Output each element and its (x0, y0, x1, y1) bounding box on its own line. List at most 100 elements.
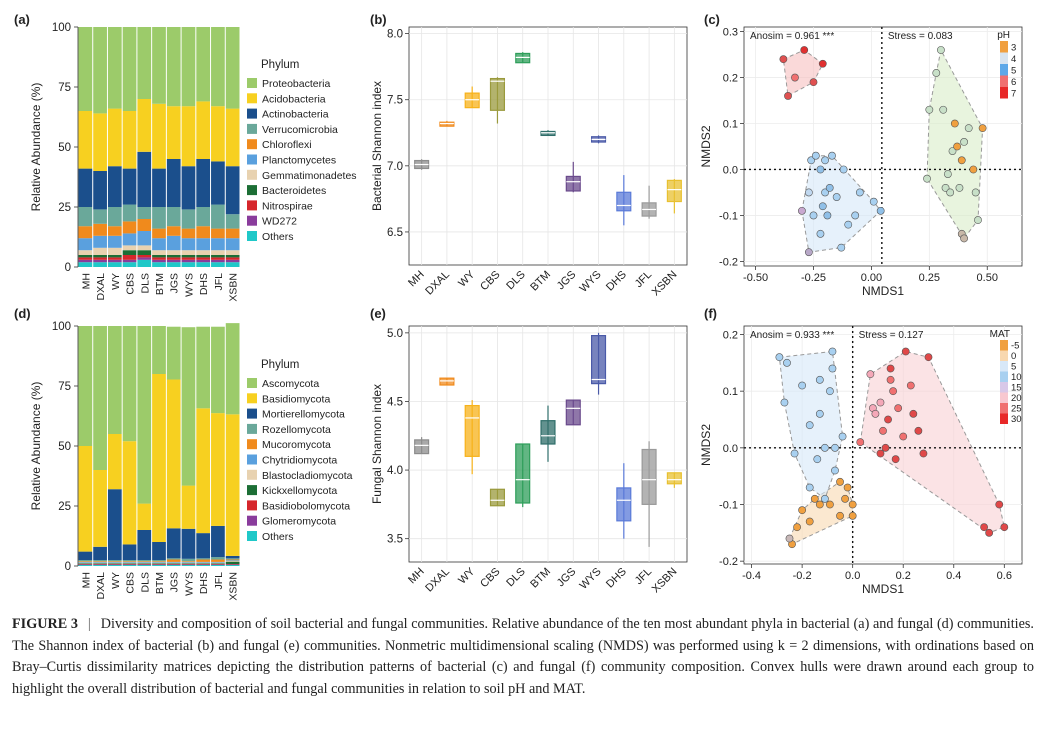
bar-segment (225, 558, 240, 560)
box (439, 377, 455, 386)
bar-segment (137, 560, 152, 562)
data-point (957, 156, 966, 165)
data-point (831, 443, 839, 452)
bar-segment (107, 27, 122, 109)
bar-segment (211, 228, 225, 239)
y-tick-label: 0.3 (723, 27, 738, 39)
legend-swatch (247, 531, 257, 541)
legend-swatch (247, 515, 257, 526)
y-axis-title: Bacterial Shannon index (370, 81, 384, 211)
legend-swatch (1000, 361, 1008, 372)
data-point (815, 409, 824, 418)
x-tick-label: MH (80, 572, 92, 588)
bar-segment (152, 259, 166, 263)
bar-segment (122, 565, 137, 566)
y-tick-label: 0.2 (723, 330, 738, 342)
series-others (78, 565, 240, 566)
y-axis-title: NMDS2 (699, 125, 713, 167)
legend-swatch (247, 169, 257, 180)
bar-segment (137, 231, 152, 246)
legend-swatch (247, 393, 257, 404)
legend-label: Mucoromycota (262, 439, 331, 451)
x-tick-label: MH (406, 566, 427, 587)
bar-segment (152, 255, 166, 258)
bar-segment (122, 168, 137, 205)
bar-segment (122, 544, 137, 560)
bar-segment (93, 223, 107, 236)
series-actinobacteria (78, 151, 240, 215)
data-point (971, 188, 980, 197)
x-tick-label: MH (406, 269, 427, 290)
data-point (815, 500, 824, 509)
bar-segment (78, 561, 93, 563)
data-point (826, 500, 834, 509)
data-point (848, 500, 857, 509)
bar-segment (93, 326, 107, 470)
data-point (866, 370, 875, 379)
data-point (804, 248, 813, 257)
bar-segment (196, 250, 211, 255)
data-point (831, 466, 839, 475)
x-tick-label: WY (110, 273, 122, 290)
data-point (950, 119, 959, 128)
bar-segment (211, 563, 225, 565)
data-point (804, 188, 813, 197)
bar-segment (78, 446, 93, 552)
bar-segment (122, 111, 137, 169)
y-tick-label: 0.1 (723, 386, 738, 398)
bar-segment (78, 255, 93, 258)
bar-segment (196, 27, 211, 102)
bar-segment (78, 226, 93, 239)
legend-label: Gemmatimonadetes (262, 170, 357, 182)
legend-label: 20 (1011, 393, 1022, 404)
box-cbs (489, 488, 506, 507)
data-point (818, 202, 827, 211)
legend-label: 15 (1011, 383, 1022, 394)
bar-segment (93, 561, 107, 562)
box-dxal (439, 120, 455, 127)
convex-hull-acidic (782, 49, 824, 97)
bar-segment (137, 207, 152, 219)
legend-swatch (247, 439, 257, 450)
bar-segment (107, 207, 122, 227)
data-point (805, 421, 814, 430)
data-point (820, 443, 829, 452)
series-chytridiomycota (78, 560, 240, 563)
data-point (825, 183, 834, 192)
legend-swatch (247, 215, 257, 226)
x-tick-label: WYS (577, 269, 603, 295)
bar-segment (166, 255, 181, 258)
data-point (798, 381, 807, 390)
legend-swatch (1000, 371, 1008, 382)
bar-segment (166, 561, 181, 563)
data-point (881, 443, 890, 452)
data-point (798, 506, 807, 515)
box (666, 179, 682, 203)
legend-swatch (247, 408, 257, 419)
bar-segment (181, 563, 196, 565)
x-tick-label: WYS (577, 566, 603, 592)
bar-segment (225, 565, 240, 566)
x-tick-label: -0.4 (742, 570, 761, 582)
bar-segment (211, 106, 225, 162)
legend-swatch (247, 108, 257, 119)
points-cold (785, 477, 857, 549)
bar-segment (181, 262, 196, 267)
bar-segment (122, 245, 137, 251)
x-axis-title: NMDS1 (862, 582, 904, 596)
legend-title: MAT (990, 329, 1010, 340)
bar-segment (93, 546, 107, 560)
bar-segment (107, 434, 122, 490)
bar-segment (137, 255, 152, 258)
data-point (823, 211, 832, 220)
panel-label-d: (d) (14, 306, 31, 321)
box (464, 404, 480, 457)
panel-c: Anosim = 0.961 *** Stress = 0.083 -0.50 -0.… (699, 27, 1023, 298)
y-axis-title: Fungal Shannon index (370, 384, 384, 504)
data-point (914, 426, 923, 435)
data-point (876, 206, 885, 215)
bar-segment (166, 262, 181, 267)
y-tick-label: 7.0 (387, 161, 403, 173)
bar-segment (137, 151, 152, 207)
bar-segment (122, 221, 137, 234)
